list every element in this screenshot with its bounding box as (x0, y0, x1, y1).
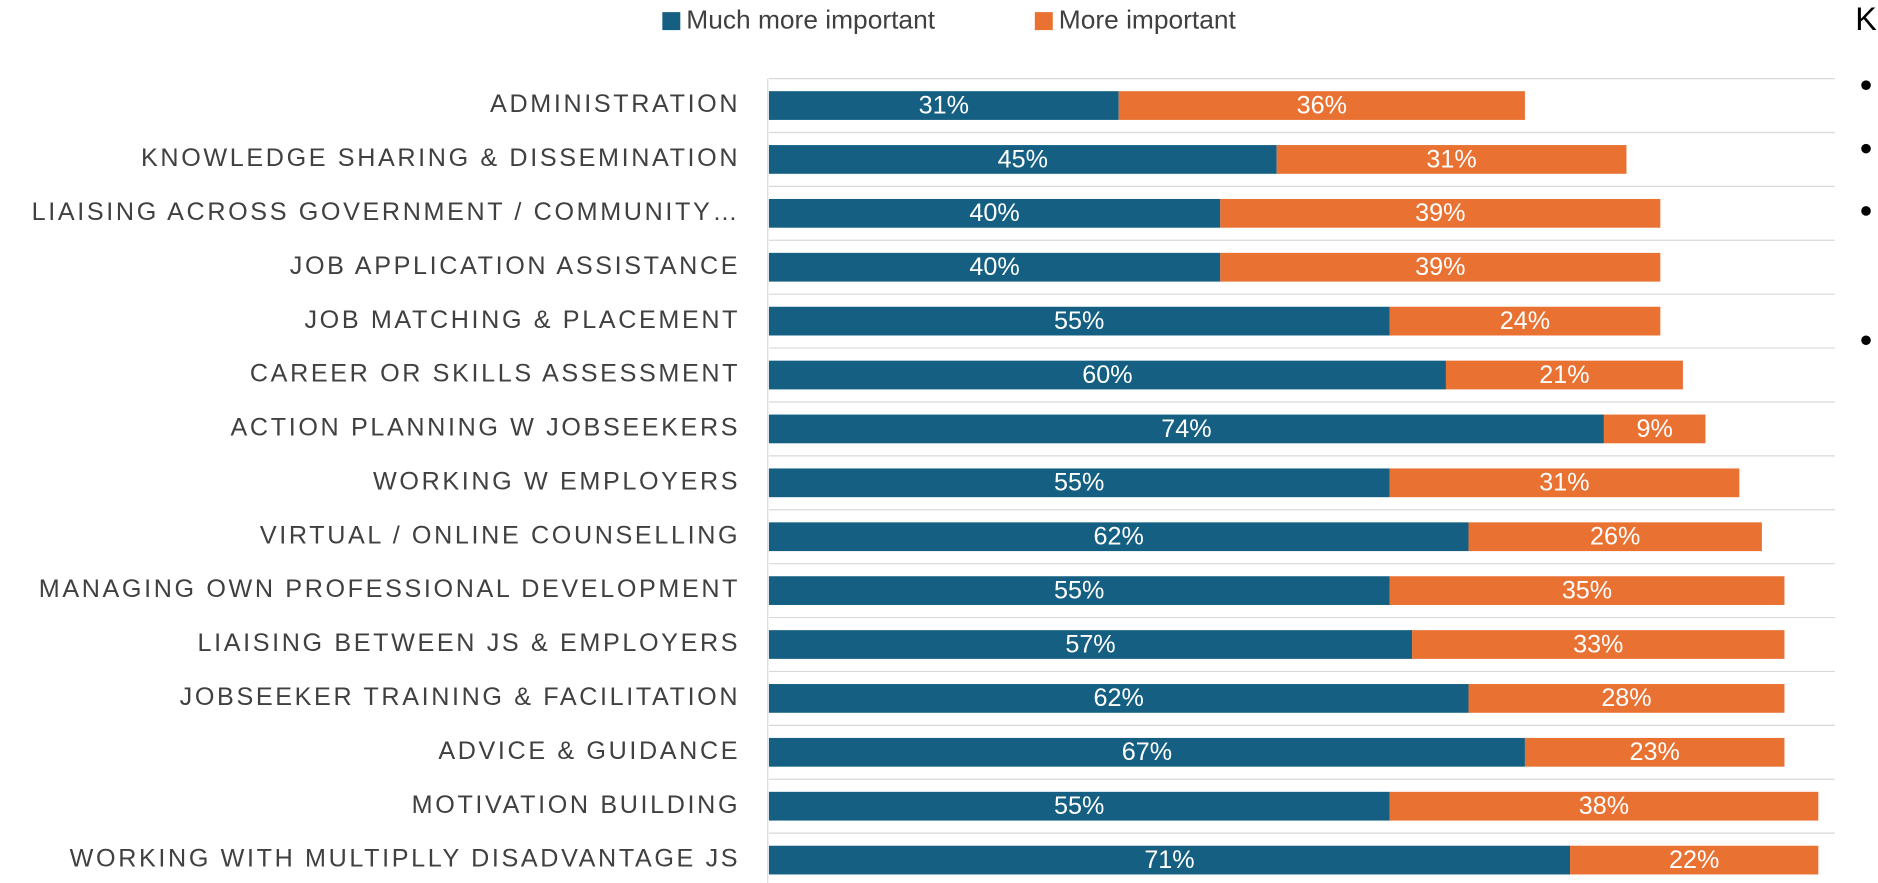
bar-segment (1468, 684, 1785, 713)
value-label: 31% (919, 91, 969, 119)
category-label: MANAGING OWN PROFESSIONAL DEVELOPMENT (39, 575, 740, 603)
value-label: 23% (1630, 738, 1680, 766)
bar-segment (768, 737, 1525, 767)
bar-segment (768, 522, 1469, 552)
bar-segment (768, 414, 1604, 444)
value-label: 24% (1500, 307, 1550, 335)
legend-label: More important (1059, 5, 1237, 35)
value-label: 74% (1161, 415, 1211, 443)
value-label: 21% (1539, 361, 1589, 389)
value-label: 67% (1122, 738, 1172, 766)
bar-segment (768, 684, 1469, 713)
bar-segment (768, 252, 1221, 282)
value-label: 62% (1094, 684, 1144, 712)
bar-segment (1389, 468, 1740, 498)
bullet (1861, 80, 1871, 90)
value-label: 55% (1054, 792, 1104, 820)
bar-segment (1445, 360, 1683, 390)
category-label: JOB APPLICATION ASSISTANCE (290, 252, 740, 280)
value-label: 33% (1573, 630, 1623, 658)
bar-segment (768, 145, 1277, 174)
legend-swatch (1034, 12, 1053, 31)
bar-segment (768, 91, 1119, 120)
category-label: CAREER OR SKILLS ASSESSMENT (250, 360, 740, 388)
value-label: 60% (1082, 361, 1132, 389)
bar-segment (768, 576, 1390, 605)
value-label: 55% (1054, 469, 1104, 497)
category-label: LIAISING BETWEEN JS & EMPLOYERS (197, 629, 740, 657)
category-label: WORKING W EMPLOYERS (373, 467, 740, 495)
bar-segment (1468, 522, 1762, 552)
bar-segment (1220, 252, 1661, 282)
value-label: 31% (1426, 145, 1476, 173)
bar-segment (768, 630, 1413, 659)
bar-segment (1118, 91, 1525, 120)
bar-segment (1603, 414, 1706, 444)
bar-segment (1389, 791, 1819, 821)
bar-segment (1412, 630, 1785, 659)
value-label: 31% (1539, 469, 1589, 497)
side-heading: K (1855, 1, 1877, 37)
bar-segment (1389, 306, 1661, 336)
value-label: 35% (1562, 576, 1612, 604)
bullet (1861, 335, 1871, 346)
category-label: JOBSEEKER TRAINING & FACILITATION (180, 683, 741, 711)
category-label: JOB MATCHING & PLACEMENT (304, 306, 740, 334)
value-label: 36% (1297, 91, 1347, 119)
value-label: 40% (969, 199, 1019, 227)
category-label: MOTIVATION BUILDING (412, 791, 740, 819)
value-label: 26% (1590, 523, 1640, 551)
value-label: 71% (1144, 846, 1194, 874)
category-label: ADMINISTRATION (490, 90, 740, 118)
value-label: 39% (1415, 253, 1465, 281)
bar-segment (1220, 198, 1661, 228)
category-label: ACTION PLANNING W JOBSEEKERS (231, 414, 741, 442)
bar-segment (768, 468, 1390, 498)
value-label: 22% (1669, 846, 1719, 874)
category-label: KNOWLEDGE SHARING & DISSEMINATION (141, 144, 740, 172)
bar-segment (1570, 845, 1819, 875)
bar-segment (1389, 576, 1785, 605)
value-label: 38% (1579, 792, 1629, 820)
bar-segment (768, 791, 1390, 821)
value-label: 57% (1065, 630, 1115, 658)
value-label: 55% (1054, 576, 1104, 604)
bar-segment (768, 198, 1221, 228)
category-label: ADVICE & GUIDANCE (438, 737, 740, 765)
bar-segment (768, 360, 1446, 390)
bar-segment (768, 306, 1390, 336)
category-label: LIAISING ACROSS GOVERNMENT / COMMUNITY… (32, 198, 741, 226)
value-label: 45% (998, 145, 1048, 173)
bullet (1861, 206, 1871, 216)
bar-segment (1276, 145, 1627, 174)
bullet (1861, 143, 1871, 154)
value-label: 39% (1415, 199, 1465, 227)
bar-segment (768, 845, 1571, 875)
value-label: 62% (1094, 523, 1144, 551)
value-label: 55% (1054, 307, 1104, 335)
value-label: 28% (1601, 684, 1651, 712)
legend-label: Much more important (686, 5, 935, 35)
legend-swatch (662, 12, 681, 31)
value-label: 9% (1637, 415, 1673, 443)
bar-segment (1524, 737, 1785, 767)
category-label: WORKING WITH MULTIPLLY DISADVANTAGE JS (70, 845, 741, 873)
category-label: VIRTUAL / ONLINE COUNSELLING (260, 521, 740, 549)
value-label: 40% (969, 253, 1019, 281)
